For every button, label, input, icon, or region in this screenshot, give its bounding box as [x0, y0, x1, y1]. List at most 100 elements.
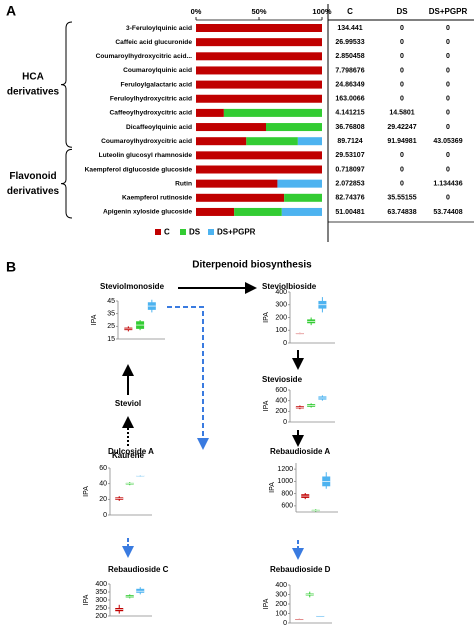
arrows [122, 282, 304, 560]
legend-label: DS [189, 228, 201, 237]
y-tick-label: 100 [275, 327, 287, 334]
table-cell: 0 [400, 67, 404, 74]
row-label: 3-Feruloylquinic acid [126, 25, 192, 32]
table-cell: 26.99533 [335, 39, 364, 46]
table-cell: 0 [446, 152, 450, 159]
table-cell: 0 [446, 96, 450, 103]
table-cell: 0 [400, 25, 404, 32]
y-tick-label: 800 [281, 490, 293, 497]
table-cell: 63.74838 [387, 209, 416, 216]
box [316, 615, 325, 617]
table-cell: 24.86349 [335, 81, 364, 88]
y-tick-label: 200 [275, 314, 287, 321]
column-header: C [347, 7, 353, 16]
table-cell: 2.072853 [335, 180, 364, 187]
table-cell: 0 [446, 25, 450, 32]
table-cell: 0 [400, 81, 404, 88]
row-label: Apigenin xyloside glucoside [103, 209, 192, 216]
y-tick-label: 35 [107, 311, 115, 318]
panel-label: A [6, 3, 16, 19]
chart-title: Steviolbioside [262, 282, 317, 291]
bar-segment [196, 151, 322, 160]
bar-segment [281, 207, 322, 216]
table-cell: 2.850458 [335, 53, 364, 60]
y-tick-label: 400 [275, 398, 287, 405]
table-cell: 0 [446, 166, 450, 173]
bar-segment [196, 94, 322, 103]
bar-segment [196, 24, 322, 32]
bar-segment [196, 38, 322, 47]
bar-segment [265, 123, 322, 132]
row-label: Rutin [175, 180, 192, 187]
chart-title: Stevioside [262, 375, 303, 384]
bar-segment [196, 165, 322, 174]
legend-swatch [155, 229, 161, 235]
bar-segment [196, 52, 322, 61]
chart-title: Rebaudioside D [270, 565, 331, 574]
y-axis-label: IPA [83, 486, 90, 497]
table-cell: 134.441 [337, 25, 362, 32]
row-label: Kaempferol diglucoside glucoside [85, 166, 193, 173]
bar-segment [196, 137, 247, 146]
table-cell: 53.74408 [433, 209, 462, 216]
y-axis-label: IPA [83, 594, 90, 605]
table-cell: 29.53107 [335, 152, 364, 159]
bar-segment [196, 123, 266, 132]
y-axis-label: IPA [263, 400, 270, 411]
y-tick-label: 400 [95, 581, 107, 588]
y-tick-label: 25 [107, 323, 115, 330]
table-cell: 0 [400, 96, 404, 103]
y-tick-label: 300 [275, 302, 287, 309]
table-cell: 0 [446, 195, 450, 202]
y-tick-label: 200 [275, 408, 287, 415]
table-cell: 0 [446, 53, 450, 60]
bar-segment [196, 207, 235, 216]
bar-segment [297, 137, 322, 146]
group-label: derivatives [7, 186, 60, 197]
table-cell: 163.0066 [335, 96, 364, 103]
group-brace [60, 21, 73, 148]
table-cell: 0 [400, 39, 404, 46]
tick-label: 50% [251, 7, 266, 16]
table-cell: 91.94981 [387, 138, 416, 145]
y-tick-label: 0 [103, 512, 107, 519]
precursor: Kaurene [112, 451, 145, 460]
y-tick-label: 400 [275, 582, 287, 589]
bar-segment [196, 179, 278, 188]
bar-segment [284, 193, 322, 202]
y-tick-label: 60 [99, 465, 107, 472]
row-label: Caffeoylhydroxycitric acid [110, 110, 192, 117]
bar-segment [234, 207, 282, 216]
tick-label: 0% [191, 7, 202, 16]
row-label: Feruloylgalactaric acid [121, 81, 192, 88]
y-tick-label: 1200 [277, 466, 293, 473]
y-tick-label: 600 [275, 387, 287, 394]
row-label: Luteolin glucosyl rhamnoside [99, 152, 193, 159]
table-cell: 0 [446, 110, 450, 117]
box [125, 595, 134, 598]
y-axis-label: IPA [269, 482, 276, 493]
row-label: Coumaroylquinic acid [123, 67, 192, 74]
group-label: HCA [22, 72, 44, 83]
bar-segment [223, 108, 322, 117]
column-header: DS [396, 7, 408, 16]
chart-title: Rebaudioside C [108, 565, 169, 574]
panel-label: B [6, 259, 16, 275]
bar-segment [196, 80, 322, 89]
table-cell: 82.74376 [335, 195, 364, 202]
table-cell: 1.134436 [433, 180, 462, 187]
table-cell: 0 [446, 39, 450, 46]
table-cell: 14.5801 [389, 110, 414, 117]
bar-segment [196, 193, 285, 202]
table-cell: 0.718097 [335, 166, 364, 173]
table-cell: 36.76808 [335, 124, 364, 131]
panel-title: Diterpenoid biosynthesis [192, 260, 312, 271]
y-tick-label: 0 [283, 620, 287, 627]
box [136, 588, 145, 593]
group-label: Flavonoid [9, 171, 56, 182]
tick-label: 100% [312, 7, 332, 16]
table-cell: 89.7124 [337, 138, 362, 145]
y-tick-label: 100 [275, 610, 287, 617]
y-tick-label: 0 [283, 419, 287, 426]
